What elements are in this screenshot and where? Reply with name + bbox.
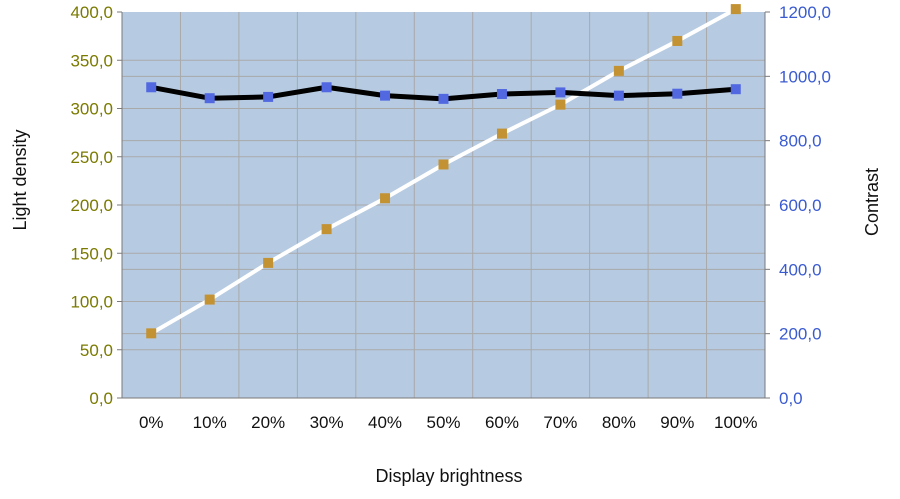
data-point-contrast xyxy=(321,82,332,93)
data-point-contrast xyxy=(613,90,624,101)
y-right-tick-label: 800,0 xyxy=(779,132,822,151)
data-point-light-density xyxy=(555,99,566,110)
x-tick-label: 0% xyxy=(139,413,164,432)
y-right-tick-label: 0,0 xyxy=(779,389,803,408)
data-point-light-density xyxy=(613,65,624,76)
y-axis-right-title: Contrast xyxy=(862,168,882,236)
data-point-light-density xyxy=(204,294,215,305)
data-point-contrast xyxy=(204,93,215,104)
data-point-light-density xyxy=(672,35,683,46)
tick-labels: 0,0 50,0 100,0 150,0 200,0 250,0 300,0 350,0 400… xyxy=(70,3,831,432)
data-point-contrast xyxy=(146,82,157,93)
y-right-tick-label: 1200,0 xyxy=(779,3,831,22)
data-point-light-density xyxy=(263,257,274,268)
grid-lines xyxy=(122,12,765,398)
data-point-contrast xyxy=(380,90,391,101)
y-left-tick-label: 200,0 xyxy=(70,196,113,215)
x-tick-label: 10% xyxy=(193,413,227,432)
y-left-tick-label: 150,0 xyxy=(70,244,113,263)
x-tick-label: 70% xyxy=(543,413,577,432)
data-point-light-density xyxy=(730,4,741,15)
y-left-tick-label: 300,0 xyxy=(70,100,113,119)
y-left-tick-label: 400,0 xyxy=(70,3,113,22)
y-right-tick-label: 400,0 xyxy=(779,260,822,279)
x-tick-label: 20% xyxy=(251,413,285,432)
x-tick-label: 100% xyxy=(714,413,757,432)
x-tick-label: 30% xyxy=(310,413,344,432)
x-tick-label: 60% xyxy=(485,413,519,432)
data-point-light-density xyxy=(438,159,449,170)
data-point-light-density xyxy=(146,328,157,339)
y-left-tick-label: 0,0 xyxy=(89,389,113,408)
data-point-contrast xyxy=(438,93,449,104)
x-tick-label: 50% xyxy=(426,413,460,432)
x-tick-label: 40% xyxy=(368,413,402,432)
data-point-contrast xyxy=(730,84,741,95)
data-point-light-density xyxy=(321,224,332,235)
y-left-tick-label: 50,0 xyxy=(80,341,113,360)
data-point-light-density xyxy=(496,128,507,139)
data-point-contrast xyxy=(496,89,507,100)
data-point-light-density xyxy=(380,193,391,204)
x-axis-title: Display brightness xyxy=(375,466,522,486)
y-left-tick-label: 250,0 xyxy=(70,148,113,167)
x-tick-label: 90% xyxy=(660,413,694,432)
data-point-contrast xyxy=(555,87,566,98)
data-point-contrast xyxy=(263,91,274,102)
y-right-tick-label: 200,0 xyxy=(779,325,822,344)
y-left-tick-label: 100,0 xyxy=(70,293,113,312)
series-layer xyxy=(146,4,741,339)
y-right-tick-label: 1000,0 xyxy=(779,67,831,86)
x-tick-label: 80% xyxy=(602,413,636,432)
data-point-contrast xyxy=(672,88,683,99)
y-right-tick-label: 600,0 xyxy=(779,196,822,215)
y-axis-left-title: Light density xyxy=(10,129,30,230)
y-left-tick-label: 350,0 xyxy=(70,51,113,70)
